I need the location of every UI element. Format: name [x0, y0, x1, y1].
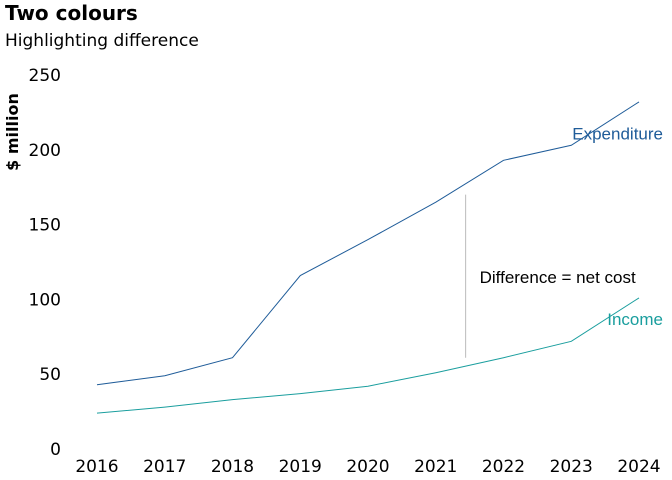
series-lines [96, 101, 640, 414]
chart-subtitle: Highlighting difference [5, 31, 199, 51]
series-label-income: Income [607, 310, 663, 329]
series-labels: Expenditure Income [572, 124, 663, 329]
difference-label: Difference = net cost [480, 268, 636, 287]
y-tick-label: 200 [29, 141, 61, 161]
y-tick-label: 250 [29, 66, 61, 86]
x-tick-label: 2017 [143, 457, 186, 477]
y-axis: 0 50 100 150 200 250 [29, 66, 61, 460]
y-tick-label: 0 [50, 440, 61, 460]
x-tick-label: 2024 [617, 457, 660, 477]
y-axis-title: $ million [3, 93, 22, 171]
x-tick-label: 2022 [482, 457, 525, 477]
x-tick-label: 2023 [550, 457, 593, 477]
y-tick-label: 50 [39, 365, 61, 385]
chart-title: Two colours [5, 1, 138, 25]
x-tick-label: 2019 [279, 457, 322, 477]
x-tick-label: 2020 [346, 457, 389, 477]
series-line-income [96, 297, 640, 414]
series-label-expenditure: Expenditure [572, 124, 663, 143]
series-line-expenditure [96, 101, 640, 386]
x-tick-label: 2016 [75, 457, 118, 477]
x-tick-label: 2018 [211, 457, 254, 477]
x-axis: 2016 2017 2018 2019 2020 2021 2022 2023 2024 [75, 457, 660, 477]
y-tick-label: 150 [29, 216, 61, 236]
y-tick-label: 100 [29, 290, 61, 310]
x-tick-label: 2021 [414, 457, 457, 477]
